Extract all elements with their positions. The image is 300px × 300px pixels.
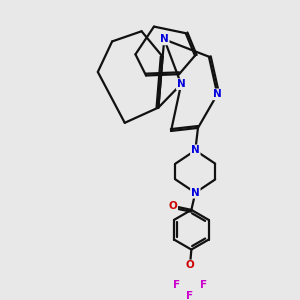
Text: F: F bbox=[187, 291, 194, 300]
Text: N: N bbox=[213, 89, 222, 99]
Text: F: F bbox=[200, 280, 207, 290]
Text: N: N bbox=[191, 188, 200, 198]
Text: N: N bbox=[160, 34, 169, 44]
Text: O: O bbox=[186, 260, 194, 270]
Text: O: O bbox=[169, 201, 177, 211]
Text: F: F bbox=[173, 280, 180, 290]
Text: N: N bbox=[191, 146, 200, 155]
Text: N: N bbox=[177, 79, 185, 89]
